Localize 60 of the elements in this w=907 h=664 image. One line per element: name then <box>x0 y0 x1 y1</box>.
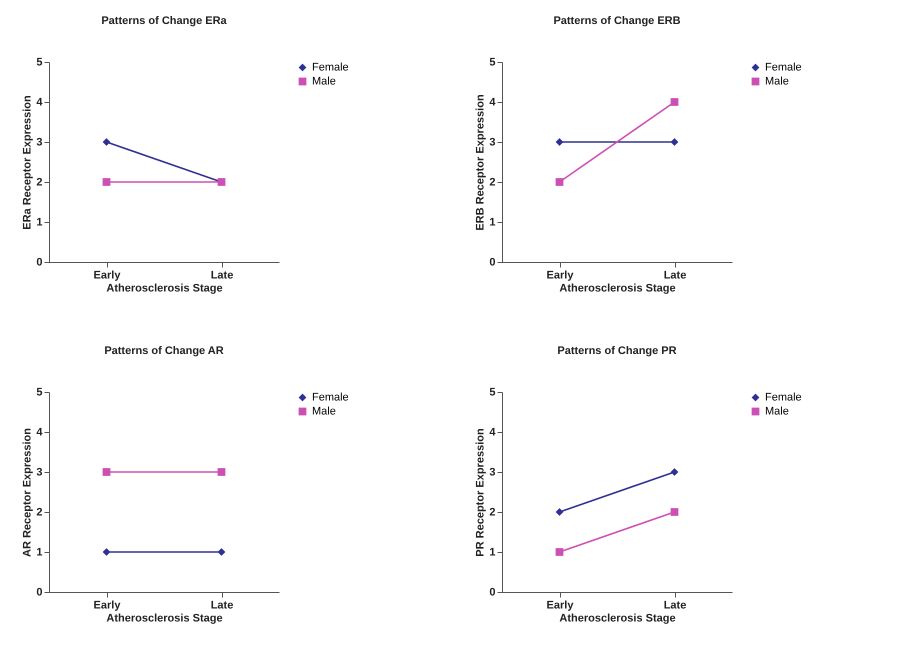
legend-label: Female <box>312 62 349 74</box>
y-tick-label: 3 <box>489 466 496 478</box>
x-axis-title: Atherosclerosis Stage <box>106 612 223 624</box>
y-tick-label: 0 <box>489 586 496 598</box>
point <box>670 468 678 476</box>
y-tick-label: 3 <box>36 136 42 148</box>
point <box>670 98 678 106</box>
y-tick-label: 1 <box>36 216 42 228</box>
y-tick-label: 0 <box>36 586 42 598</box>
y-tick-label: 1 <box>36 546 42 558</box>
y-tick-label: 5 <box>489 56 496 68</box>
legend-label: Male <box>765 76 789 88</box>
chart-title: Patterns of Change PR <box>557 345 677 357</box>
y-tick-label: 0 <box>36 256 42 268</box>
y-tick-label: 2 <box>489 506 496 518</box>
y-tick-label: 3 <box>36 466 42 478</box>
y-tick-label: 1 <box>489 216 496 228</box>
point <box>556 508 564 516</box>
y-tick-label: 0 <box>489 256 496 268</box>
legend-label: Male <box>312 76 336 88</box>
x-tick-label: Late <box>210 270 234 282</box>
y-tick-label: 5 <box>489 386 496 398</box>
point <box>670 138 678 146</box>
y-axis-title: ERa Receptor Expression <box>21 94 34 230</box>
legend-label: Male <box>765 406 789 418</box>
y-axis-title: AR Receptor Expression <box>21 428 34 557</box>
y-tick-label: 2 <box>489 176 496 188</box>
y-tick-label: 4 <box>489 96 496 108</box>
point <box>556 548 564 556</box>
x-axis-title: Atherosclerosis Stage <box>106 282 223 294</box>
y-tick-label: 2 <box>36 176 42 188</box>
y-tick-label: 4 <box>36 426 44 438</box>
y-tick-label: 4 <box>36 96 44 108</box>
x-tick-label: Late <box>664 270 686 282</box>
chart-title: Patterns of Change ERa <box>101 15 228 27</box>
x-axis-title: Atherosclerosis Stage <box>559 612 676 624</box>
y-tick-label: 4 <box>489 426 496 438</box>
chart-title: Patterns of Change ERB <box>553 15 681 27</box>
x-axis-title: Atherosclerosis Stage <box>559 282 676 294</box>
legend-label: Female <box>765 392 802 404</box>
y-tick-label: 2 <box>36 506 42 518</box>
x-tick-label: Early <box>94 270 122 282</box>
chart-title: Patterns of Change AR <box>104 345 224 357</box>
y-tick-label: 5 <box>36 386 42 398</box>
x-tick-label: Late <box>210 600 234 612</box>
y-axis-title: PR Receptor Expression <box>474 428 486 557</box>
x-tick-label: Early <box>94 600 122 612</box>
legend-label: Female <box>765 62 802 74</box>
y-axis-title: ERB Receptor Expression <box>474 94 486 231</box>
point <box>556 138 564 146</box>
x-tick-label: Late <box>664 600 686 612</box>
legend-label: Male <box>312 406 336 418</box>
x-tick-label: Early <box>546 600 574 612</box>
x-tick-label: Early <box>546 270 574 282</box>
legend-label: Female <box>312 392 349 404</box>
y-tick-label: 1 <box>489 546 496 558</box>
y-tick-label: 3 <box>489 136 496 148</box>
point <box>670 508 678 516</box>
y-tick-label: 5 <box>36 56 42 68</box>
point <box>556 178 564 186</box>
